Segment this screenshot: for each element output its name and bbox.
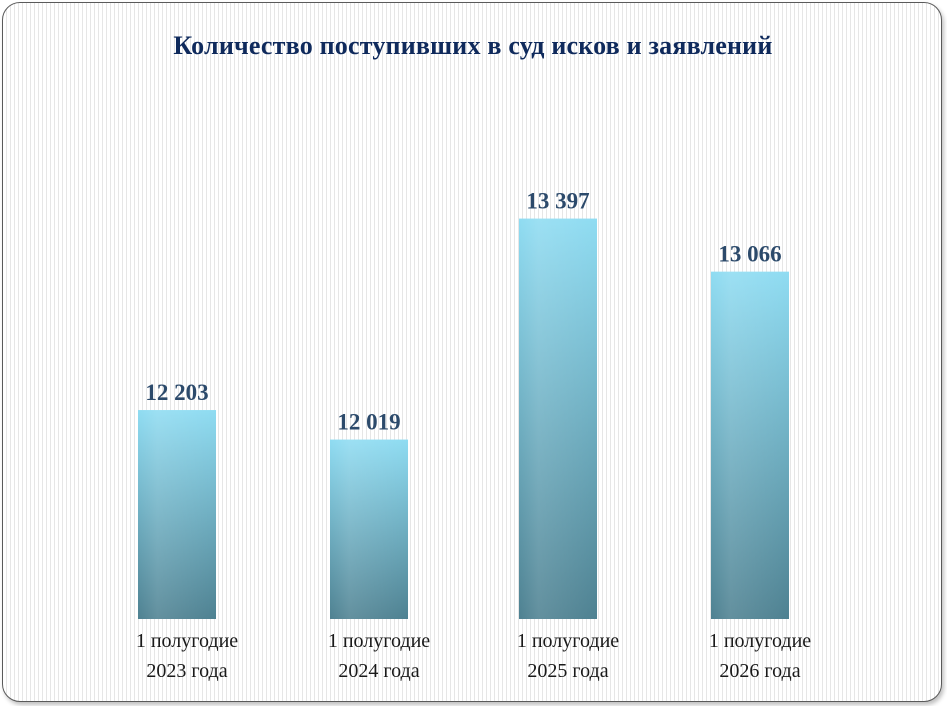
category-label-line1-1: 1 полугодие <box>328 630 430 652</box>
category-label-line2-2: 2025 года <box>527 660 608 682</box>
bar-value-label-1: 12 019 <box>337 410 400 435</box>
category-label-line1-3: 1 полугодие <box>709 630 811 652</box>
bar-value-label-3: 13 066 <box>718 242 781 267</box>
bar-shine-1 <box>330 439 408 619</box>
category-label-line2-3: 2026 года <box>719 660 800 682</box>
category-label-line2-0: 2023 года <box>146 660 227 682</box>
category-label-line1-2: 1 полугодие <box>517 630 619 652</box>
bar-shine-3 <box>711 271 789 619</box>
category-label-line1-0: 1 полугодие <box>136 630 238 652</box>
chart-title: Количество поступивших в суд исков и зая… <box>173 31 773 60</box>
bar-shine-0 <box>138 410 216 619</box>
category-label-line2-1: 2024 года <box>338 660 419 682</box>
bar-value-label-0: 12 203 <box>145 380 208 405</box>
bar-shine-2 <box>519 218 597 619</box>
bar-value-label-2: 13 397 <box>526 189 589 214</box>
bar-chart: 12 203 1 полугодие 2023 года 12 019 1 полуго… <box>136 189 811 682</box>
